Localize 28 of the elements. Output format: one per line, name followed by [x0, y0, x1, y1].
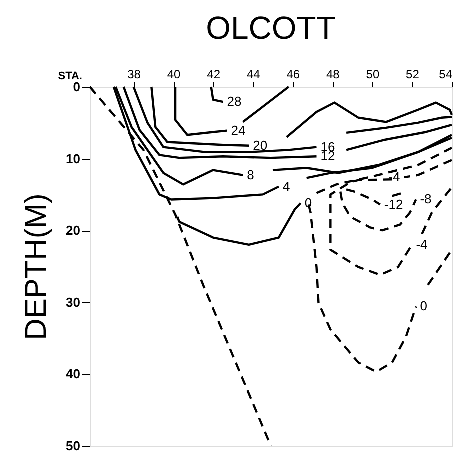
- y-tick-label: 50: [66, 438, 80, 454]
- y-tick-label: 20: [66, 223, 80, 238]
- x-tick-label: 52: [406, 68, 420, 82]
- series-label: -4: [416, 236, 428, 252]
- x-tick-label: 48: [326, 68, 340, 82]
- x-tick-label: 54: [439, 68, 453, 82]
- y-tick-label: 10: [66, 151, 80, 166]
- y-tick-label: 40: [66, 366, 80, 382]
- series-label: 28: [227, 94, 242, 110]
- x-tick-label: 38: [128, 68, 142, 82]
- x-tick-label: 40: [167, 68, 182, 82]
- series-label: -4: [388, 169, 400, 184]
- chart-title: OLCOTT: [206, 10, 336, 46]
- series-label: -12: [384, 196, 404, 212]
- y-tick-label: 30: [66, 294, 80, 310]
- y-tick-label: 0: [73, 80, 80, 94]
- x-tick-label: 50: [366, 68, 380, 82]
- series-label: 0: [420, 298, 428, 314]
- x-axis-title: STA.: [58, 70, 82, 82]
- series-label: -8: [420, 192, 432, 207]
- x-tick-label: 46: [286, 68, 300, 82]
- series-label: 24: [231, 122, 246, 138]
- x-tick-label: 44: [246, 68, 261, 82]
- series-label: 8: [247, 167, 254, 182]
- x-tick-label: 42: [207, 68, 221, 82]
- series-label: 20: [253, 138, 268, 153]
- y-axis-title: DEPTH(M): [20, 194, 54, 340]
- series-label: 4: [282, 178, 290, 194]
